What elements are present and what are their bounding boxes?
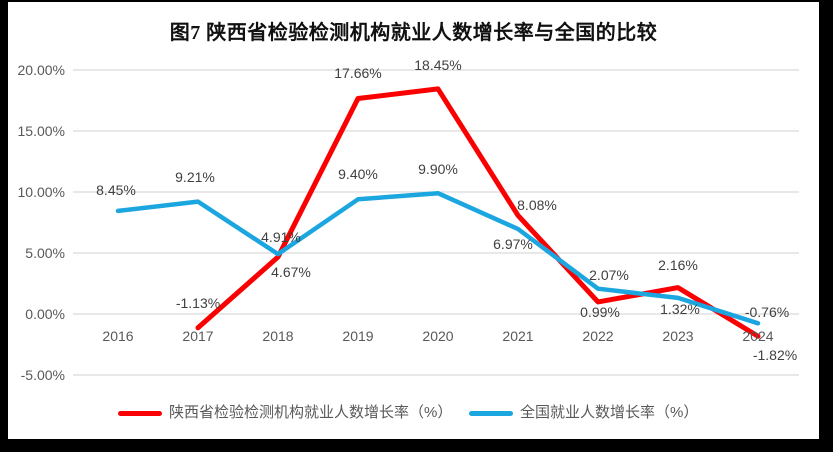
data-label: 9.40% [338,166,378,182]
y-axis-tick: 20.00% [17,62,65,78]
y-axis-tick: 10.00% [17,184,65,200]
series-line-shaanxi [195,86,761,339]
legend-label-shaanxi: 陕西省检验检测机构就业人数增长率（%） [169,404,453,421]
x-axis-label: 2018 [262,328,294,344]
legend: 陕西省检验检测机构就业人数增长率（%） 全国就业人数增长率（%） [8,403,819,423]
data-label: 0.99% [580,304,620,320]
y-axis-tick: 0.00% [25,306,65,322]
x-axis-label: 2022 [582,328,614,344]
y-axis-tick: 15.00% [17,123,65,139]
chart-card: 图7 陕西省检验检测机构就业人数增长率与全国的比较 20.00% 15.00% 10… [8,2,819,439]
data-label: 1.32% [660,301,700,317]
legend-item-shaanxi: 陕西省检验检测机构就业人数增长率（%） [118,403,452,423]
chart-title: 图7 陕西省检验检测机构就业人数增长率与全国的比较 [169,22,658,44]
x-axis-label: 2024 [742,328,774,344]
data-label: 2.07% [589,267,629,283]
x-axis-label: 2023 [662,328,694,344]
legend-item-national: 全国就业人数增长率（%） [469,403,698,423]
data-label: -0.76% [744,304,790,320]
data-label: 8.45% [96,182,136,198]
data-label: 2.16% [658,257,698,273]
x-axis-label: 2016 [102,328,134,344]
data-label: -1.82% [752,347,798,363]
y-axis-tick: 5.00% [25,245,65,261]
data-label: 17.66% [334,65,382,81]
y-axis-tick: -5.00% [20,367,65,383]
data-label: 18.45% [414,57,462,73]
data-label: 8.08% [517,197,557,213]
x-axis-label: 2021 [502,328,534,344]
x-axis-label: 2017 [182,328,214,344]
legend-label-national: 全国就业人数增长率（%） [520,404,699,421]
data-label: 9.21% [175,169,215,185]
series-line-national [115,190,761,326]
data-label: 6.97% [493,236,533,252]
plot-area [73,69,799,376]
shaanxi-series-swatch [118,410,162,416]
x-axis-label: 2019 [342,328,374,344]
data-label: 4.67% [271,264,311,280]
data-label: 9.90% [418,161,458,177]
x-axis-label: 2020 [422,328,454,344]
national-series-swatch [469,410,513,416]
data-label: 4.91% [261,229,301,245]
data-label: -1.13% [175,295,221,311]
